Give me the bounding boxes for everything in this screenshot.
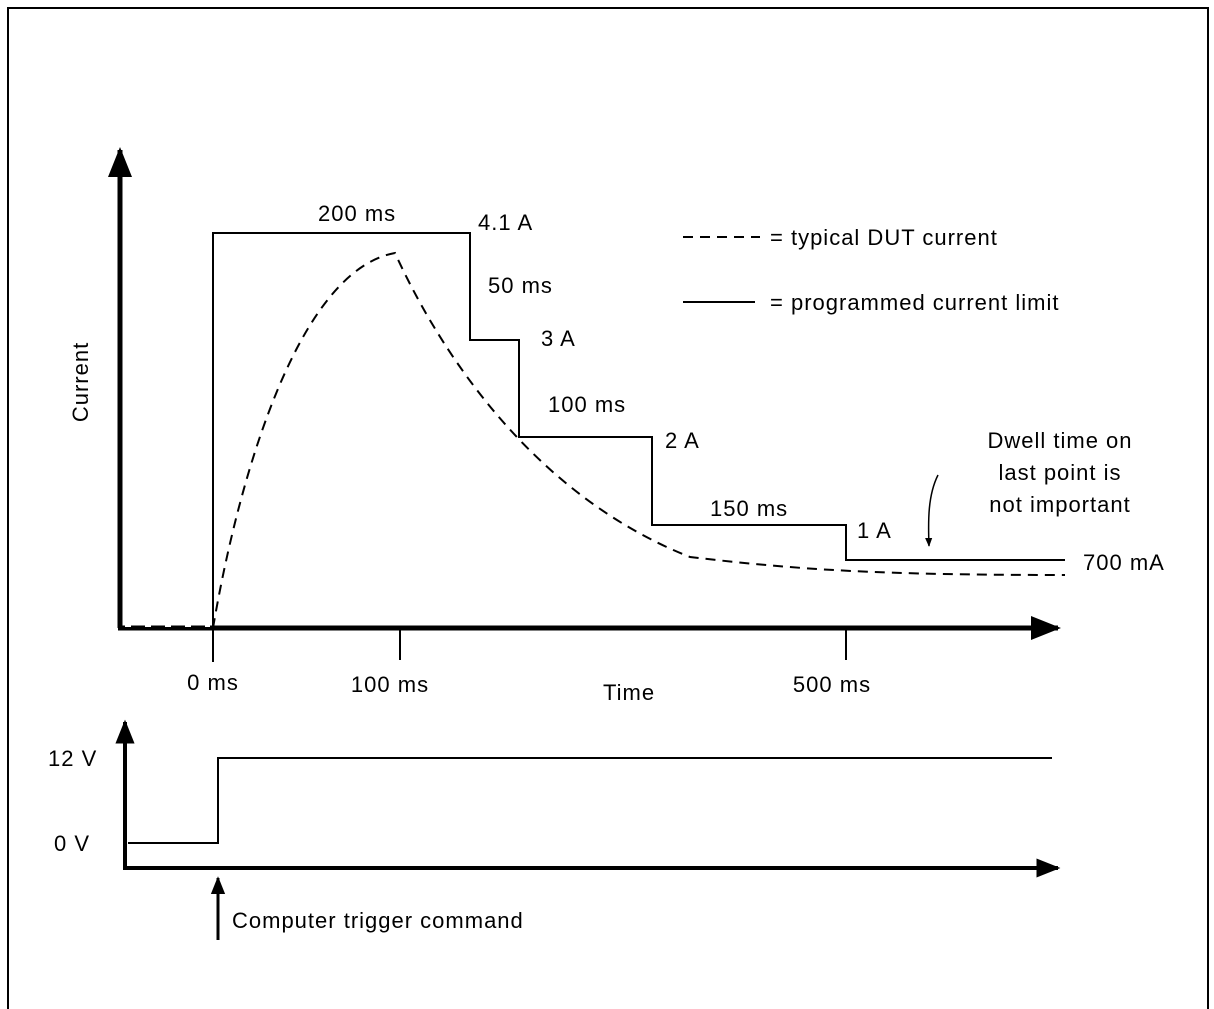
dut-current <box>212 251 1066 629</box>
current-limit <box>212 232 1065 628</box>
note: not important <box>989 492 1130 517</box>
legend-label: = programmed current limit <box>770 290 1059 315</box>
y-label: Current <box>68 342 93 422</box>
level-label: 0 V <box>54 831 90 856</box>
x-label: Time <box>603 680 655 705</box>
duration: 200 ms <box>318 201 396 226</box>
level: 2 A <box>665 428 700 453</box>
level-label: 12 V <box>48 746 97 771</box>
tick-label: 100 ms <box>351 672 429 697</box>
duration: 50 ms <box>488 273 553 298</box>
legend-label: = typical DUT current <box>770 225 998 250</box>
level: 1 A <box>857 518 892 543</box>
tick-label: 0 ms <box>187 670 239 695</box>
duration: 150 ms <box>710 496 788 521</box>
note-arrow <box>925 474 939 547</box>
note: Dwell time on <box>987 428 1132 453</box>
level: 700 mA <box>1083 550 1165 575</box>
duration: 100 ms <box>548 392 626 417</box>
frame <box>7 7 1209 1009</box>
level: 3 A <box>541 326 576 351</box>
tick-label: 500 ms <box>793 672 871 697</box>
annotation: Computer trigger command <box>232 908 524 933</box>
level: 4.1 A <box>478 210 533 235</box>
trigger-signal <box>128 757 1052 844</box>
note: last point is <box>998 460 1121 485</box>
